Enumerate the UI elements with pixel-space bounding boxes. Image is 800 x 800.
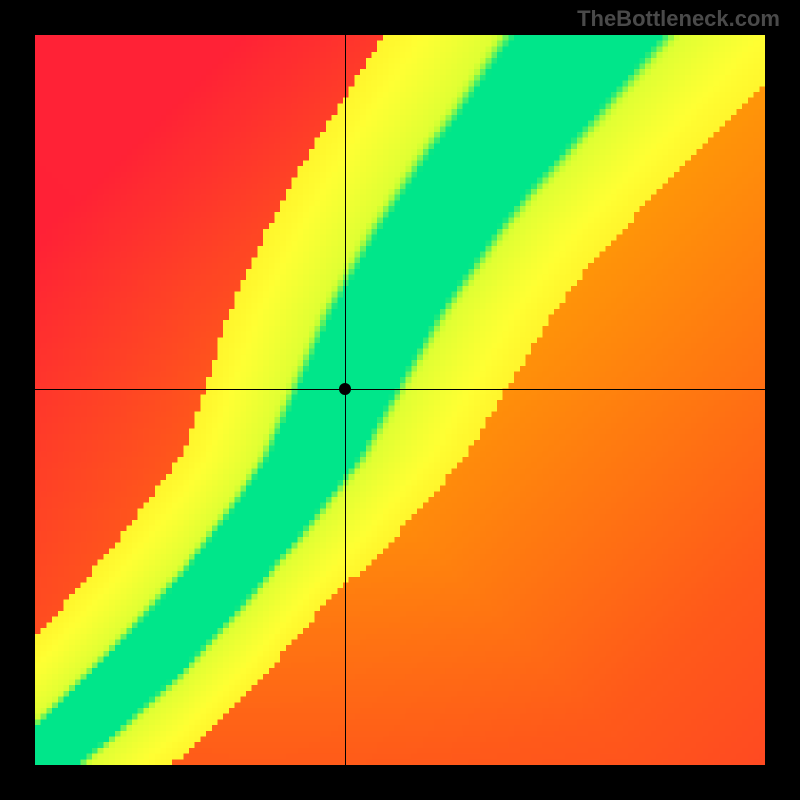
- crosshair-vertical: [345, 35, 346, 765]
- data-point-marker: [339, 383, 351, 395]
- watermark-text: TheBottleneck.com: [577, 6, 780, 32]
- bottleneck-heatmap: [35, 35, 765, 765]
- heatmap-canvas: [35, 35, 765, 765]
- crosshair-horizontal: [35, 389, 765, 390]
